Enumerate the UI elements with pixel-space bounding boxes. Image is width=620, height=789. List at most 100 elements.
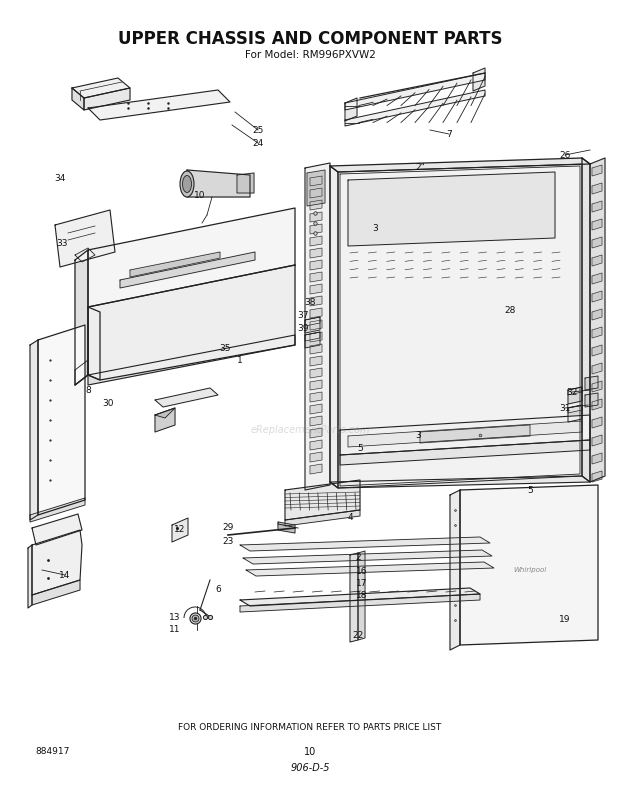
Polygon shape xyxy=(305,317,320,333)
Text: 19: 19 xyxy=(559,615,571,625)
Polygon shape xyxy=(88,335,295,385)
Polygon shape xyxy=(310,188,322,198)
Polygon shape xyxy=(585,376,598,390)
Polygon shape xyxy=(340,440,590,465)
Polygon shape xyxy=(75,250,88,385)
Text: 24: 24 xyxy=(252,139,264,148)
Polygon shape xyxy=(350,553,358,642)
Polygon shape xyxy=(88,208,295,307)
Polygon shape xyxy=(310,404,322,414)
Polygon shape xyxy=(473,68,485,91)
Polygon shape xyxy=(310,284,322,294)
Polygon shape xyxy=(310,368,322,378)
Text: 39: 39 xyxy=(297,323,309,332)
Polygon shape xyxy=(305,332,320,341)
Polygon shape xyxy=(450,490,460,650)
Polygon shape xyxy=(592,345,602,356)
Polygon shape xyxy=(310,380,322,390)
Polygon shape xyxy=(84,88,130,110)
Polygon shape xyxy=(32,530,82,595)
Polygon shape xyxy=(340,166,580,486)
Polygon shape xyxy=(310,416,322,426)
Text: 16: 16 xyxy=(356,567,368,577)
Polygon shape xyxy=(285,510,360,526)
Polygon shape xyxy=(305,163,330,490)
Polygon shape xyxy=(310,176,322,186)
Polygon shape xyxy=(32,514,82,545)
Text: 4: 4 xyxy=(347,514,353,522)
Polygon shape xyxy=(310,272,322,282)
Polygon shape xyxy=(88,90,230,120)
Text: UPPER CHASSIS AND COMPONENT PARTS: UPPER CHASSIS AND COMPONENT PARTS xyxy=(118,30,502,48)
Polygon shape xyxy=(72,78,130,98)
Polygon shape xyxy=(358,551,365,640)
Text: 8: 8 xyxy=(85,386,91,394)
Text: 29: 29 xyxy=(223,523,234,533)
Text: 37: 37 xyxy=(297,311,309,320)
Text: 14: 14 xyxy=(60,570,71,579)
Polygon shape xyxy=(172,518,188,542)
Polygon shape xyxy=(330,166,338,488)
Text: 25: 25 xyxy=(252,125,264,134)
Ellipse shape xyxy=(180,171,194,197)
Text: 10: 10 xyxy=(194,190,206,200)
Polygon shape xyxy=(592,165,602,176)
Polygon shape xyxy=(592,399,602,410)
Text: 6: 6 xyxy=(215,585,221,594)
Text: 18: 18 xyxy=(356,592,368,600)
Text: 26: 26 xyxy=(559,151,570,159)
Polygon shape xyxy=(243,550,492,564)
Text: 28: 28 xyxy=(504,305,516,315)
Polygon shape xyxy=(305,317,320,326)
Text: 3: 3 xyxy=(372,223,378,233)
Polygon shape xyxy=(592,471,602,482)
Polygon shape xyxy=(310,452,322,462)
Text: 35: 35 xyxy=(219,343,231,353)
Polygon shape xyxy=(568,405,582,422)
Text: 11: 11 xyxy=(169,626,181,634)
Text: 32: 32 xyxy=(566,387,578,397)
Polygon shape xyxy=(310,344,322,354)
Polygon shape xyxy=(72,88,84,110)
Polygon shape xyxy=(568,387,582,404)
Polygon shape xyxy=(310,200,322,210)
Polygon shape xyxy=(310,428,322,438)
Polygon shape xyxy=(592,219,602,230)
Polygon shape xyxy=(278,522,295,533)
Text: 1: 1 xyxy=(237,356,243,365)
Polygon shape xyxy=(592,183,602,194)
Text: FOR ORDERING INFORMATION REFER TO PARTS PRICE LIST: FOR ORDERING INFORMATION REFER TO PARTS … xyxy=(179,723,441,731)
Polygon shape xyxy=(246,562,494,576)
Text: 2": 2" xyxy=(415,163,425,171)
Polygon shape xyxy=(592,417,602,428)
Polygon shape xyxy=(240,594,480,612)
Text: 30: 30 xyxy=(102,398,113,407)
Polygon shape xyxy=(310,212,322,222)
Text: 3: 3 xyxy=(415,431,421,439)
Text: Whirlpool: Whirlpool xyxy=(513,567,547,573)
Polygon shape xyxy=(330,158,590,172)
Polygon shape xyxy=(348,172,555,246)
Polygon shape xyxy=(30,498,85,522)
Text: 31: 31 xyxy=(559,403,571,413)
Polygon shape xyxy=(237,173,254,193)
Text: 2: 2 xyxy=(355,554,361,563)
Text: 23: 23 xyxy=(223,537,234,545)
Polygon shape xyxy=(330,476,590,488)
Polygon shape xyxy=(592,363,602,374)
Text: 5: 5 xyxy=(527,485,533,495)
Polygon shape xyxy=(592,237,602,248)
Polygon shape xyxy=(310,332,322,342)
Text: 884917: 884917 xyxy=(35,747,69,757)
Polygon shape xyxy=(590,158,605,482)
Polygon shape xyxy=(305,332,320,348)
Polygon shape xyxy=(592,273,602,284)
Polygon shape xyxy=(310,296,322,306)
Polygon shape xyxy=(187,170,250,197)
Polygon shape xyxy=(310,236,322,246)
Polygon shape xyxy=(307,170,325,206)
Polygon shape xyxy=(592,255,602,266)
Polygon shape xyxy=(420,425,530,443)
Polygon shape xyxy=(568,387,582,395)
Text: 13: 13 xyxy=(169,612,181,622)
